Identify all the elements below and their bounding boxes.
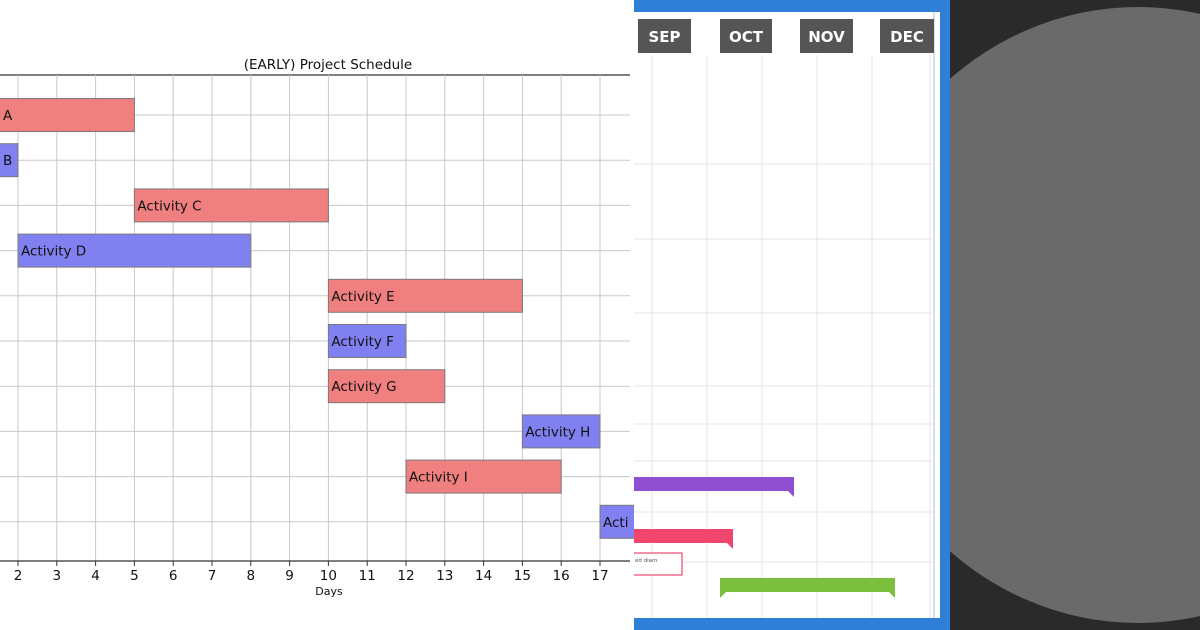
gantt-chart: (EARLY) Project Schedule A B Activity C Acti…: [0, 57, 634, 598]
month-label: OCT: [729, 28, 764, 46]
x-tick-label: 4: [91, 568, 100, 584]
task-label: Activity I: [409, 470, 468, 486]
month-header: [800, 19, 853, 53]
x-tick-label: 14: [475, 568, 492, 584]
x-tick-label: 8: [247, 568, 256, 584]
task-bar: [405, 459, 562, 494]
timeline-note-box: [634, 552, 683, 576]
gray-circle-shape: [950, 7, 1200, 623]
task-label: B: [3, 153, 12, 169]
purple-timeline-bar-tail: [788, 491, 794, 497]
task-bar: [327, 324, 407, 358]
x-tick-label: 13: [436, 568, 453, 584]
task-bar: [0, 143, 19, 178]
timeline-board: [634, 12, 940, 618]
purple-timeline-bar: [634, 477, 794, 491]
x-tick-label: 16: [553, 568, 570, 584]
month-timeline: SEP OCT NOV DEC ed diam: [634, 0, 950, 630]
task-bar: [133, 188, 329, 223]
task-label: Activity F: [331, 334, 394, 350]
gantt-chart-panel: (EARLY) Project Schedule A B Activity C Acti…: [0, 57, 634, 598]
x-tick-label: 2: [14, 568, 23, 584]
timeline-note-text: ed diam: [635, 558, 657, 564]
task-label: Acti: [603, 515, 628, 531]
x-tick-label: 3: [53, 568, 62, 584]
task-label: Activity H: [525, 424, 590, 440]
task-bar: [17, 233, 252, 268]
x-tick-label: 7: [208, 568, 217, 584]
x-tick-label: 10: [320, 568, 337, 584]
x-tick-label: 12: [397, 568, 414, 584]
task-bar: [327, 278, 523, 313]
month-header: [638, 19, 691, 53]
month-timeline-panel: SEP OCT NOV DEC ed diam: [634, 0, 950, 630]
x-axis-label: Days: [315, 585, 343, 598]
x-tick-label: 15: [514, 568, 531, 584]
task-bar: [521, 414, 601, 449]
x-tick-label: 5: [130, 568, 139, 584]
green-timeline-bar-left-tail: [720, 592, 726, 598]
x-tick-label: 6: [169, 568, 178, 584]
month-header: [720, 19, 772, 53]
task-label: Activity D: [21, 244, 86, 260]
task-bar: [0, 98, 135, 132]
green-timeline-bar: [720, 578, 895, 592]
month-header: [880, 19, 934, 53]
x-tick-label: 17: [591, 568, 608, 584]
month-label: SEP: [648, 28, 680, 46]
x-tick-label: 9: [285, 568, 294, 584]
chart-title: (EARLY) Project Schedule: [244, 57, 412, 73]
task-bar: [327, 369, 446, 404]
month-label: NOV: [808, 28, 845, 46]
task-label: Activity G: [331, 379, 396, 395]
task-label: Activity C: [137, 198, 201, 214]
pink-timeline-bar-tail: [727, 543, 733, 549]
pink-timeline-bar: [634, 529, 733, 543]
dark-background-panel: [950, 0, 1200, 630]
x-tick-label: 11: [359, 568, 376, 584]
task-label: A: [3, 108, 13, 124]
task-label: Activity E: [331, 289, 394, 305]
month-label: DEC: [890, 28, 924, 46]
task-bar: [599, 504, 634, 539]
green-timeline-bar-tail: [889, 592, 895, 598]
